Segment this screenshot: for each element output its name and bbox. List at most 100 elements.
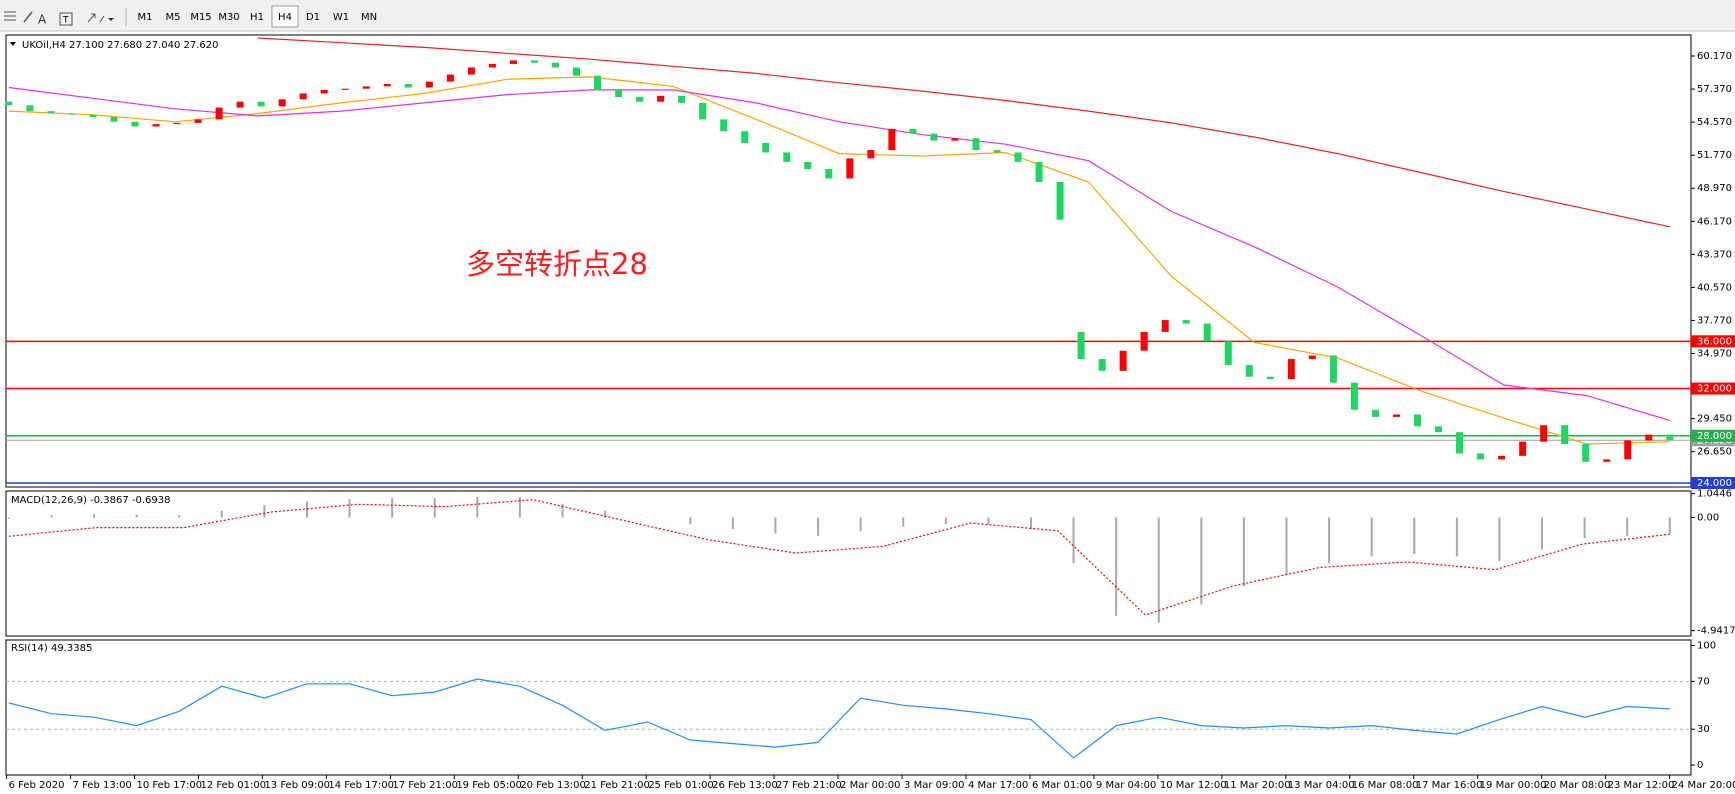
y-tick-label: 30 [1697, 724, 1710, 735]
timeframe-label[interactable]: M30 [218, 12, 239, 23]
candle-body [573, 67, 581, 76]
x-tick-label: 9 Mar 04:00 [1096, 780, 1156, 791]
candle-body [699, 102, 707, 120]
timeframe-button[interactable]: M5 [166, 12, 181, 23]
panel-title-arrow [10, 42, 16, 46]
candle-body [1666, 434, 1674, 441]
macd-bar [774, 517, 777, 534]
candle-body [972, 138, 980, 151]
svg-text:T: T [62, 16, 69, 26]
candle-body [741, 131, 749, 144]
timeframe-label[interactable]: W1 [333, 12, 349, 23]
candle-body [446, 74, 454, 82]
candle-body [867, 150, 875, 159]
candle-body [488, 63, 496, 68]
candle-body [1161, 320, 1169, 332]
arrows-tool[interactable] [87, 13, 114, 23]
moving-average [8, 86, 1670, 421]
candle-body [89, 114, 97, 118]
timeframe-button[interactable]: H1 [250, 12, 264, 23]
candle-body [1098, 359, 1106, 371]
candle-body [299, 93, 307, 100]
timeframe-button[interactable]: W1 [333, 12, 349, 23]
candle-body [1456, 432, 1464, 454]
moving-average [257, 37, 1670, 228]
x-tick-label: 16 Mar 08:00 [1352, 780, 1419, 791]
level-tag [1691, 382, 1735, 395]
candle-body [5, 101, 13, 106]
candle-body [1224, 341, 1232, 365]
x-tick-label: 4 Mar 17:00 [968, 780, 1028, 791]
signal-line [8, 499, 1670, 616]
candle-body [594, 75, 602, 90]
candle-body [1266, 376, 1274, 380]
macd-bar [1157, 517, 1160, 623]
x-tick-label: 21 Feb 21:00 [584, 780, 650, 791]
candle-body [1477, 453, 1485, 460]
timeframe-label[interactable]: M1 [138, 12, 153, 23]
candle-body [362, 86, 370, 89]
line-tool[interactable] [23, 11, 33, 23]
timeframe-label[interactable]: M15 [190, 12, 211, 23]
candle-body [68, 113, 76, 115]
text-tool[interactable]: A [38, 13, 47, 27]
x-tick-label: 19 Mar 00:00 [1480, 780, 1547, 791]
macd-bar [7, 517, 10, 519]
timeframe-button[interactable]: D1 [306, 12, 320, 23]
timeframe-button[interactable]: M30 [218, 12, 239, 23]
macd-bar [305, 501, 308, 518]
timeframe-label[interactable]: MN [361, 12, 377, 23]
candle-body [1350, 382, 1358, 410]
timeframe-button[interactable]: M1 [138, 12, 153, 23]
timeframe-button[interactable]: M15 [190, 12, 211, 23]
candle-body [152, 124, 160, 127]
label-tool[interactable]: T [59, 12, 73, 26]
timeframe-label[interactable]: H1 [250, 12, 264, 23]
timeframe-label[interactable]: D1 [306, 12, 320, 23]
x-tick-label: 14 Feb 17:00 [328, 780, 394, 791]
y-tick-label: 37.770 [1697, 315, 1732, 326]
candle-body [341, 88, 349, 90]
level-label: 24.000 [1697, 478, 1732, 489]
x-tick-label: 11 Mar 20:00 [1224, 780, 1291, 791]
active-timeframe-frame[interactable] [271, 5, 299, 28]
candle-body [1056, 181, 1064, 220]
timeframe-button[interactable]: H4 [271, 5, 299, 28]
candle-body [909, 128, 917, 134]
candle-body [467, 67, 475, 75]
candle-body [615, 89, 623, 97]
level-tag [1691, 476, 1735, 489]
x-tick-label: 17 Mar 16:00 [1416, 780, 1483, 791]
x-tick-label: 13 Feb 09:00 [264, 780, 330, 791]
level-label: 32.000 [1697, 384, 1732, 395]
candle-body [1603, 459, 1611, 462]
timeframe-button[interactable]: MN [361, 12, 377, 23]
plot-layer: 60.170 57.370 54.570 51.770 48.970 46.170 43.3… [5, 37, 1735, 791]
candle-body [173, 122, 181, 125]
timeframe-label[interactable]: H4 [278, 12, 292, 23]
x-tick-label: 19 Feb 05:00 [456, 780, 522, 791]
candle-body [509, 60, 517, 64]
y-tick-label: 51.770 [1697, 150, 1732, 161]
candle-body [1119, 350, 1127, 371]
macd-bar [817, 517, 820, 536]
candle-body [383, 83, 391, 87]
macd-bar [391, 498, 394, 518]
macd-bar [987, 517, 990, 525]
candle-body [194, 119, 202, 123]
candle-body [1645, 434, 1653, 441]
macd-bar [1328, 517, 1331, 564]
crosshair-tool[interactable] [4, 11, 16, 21]
candle-body [551, 62, 559, 68]
y-tick-label: 29.450 [1697, 414, 1732, 425]
macd-bar [1668, 517, 1671, 534]
candle-body [825, 168, 833, 179]
macd-bar [859, 517, 862, 532]
x-tick-label: 26 Feb 13:00 [712, 780, 778, 791]
macd-panel [5, 490, 1692, 637]
candle-body [636, 96, 644, 102]
macd-bar [902, 517, 905, 527]
x-tick-label: 13 Mar 04:00 [1288, 780, 1355, 791]
timeframe-label[interactable]: M5 [166, 12, 181, 23]
